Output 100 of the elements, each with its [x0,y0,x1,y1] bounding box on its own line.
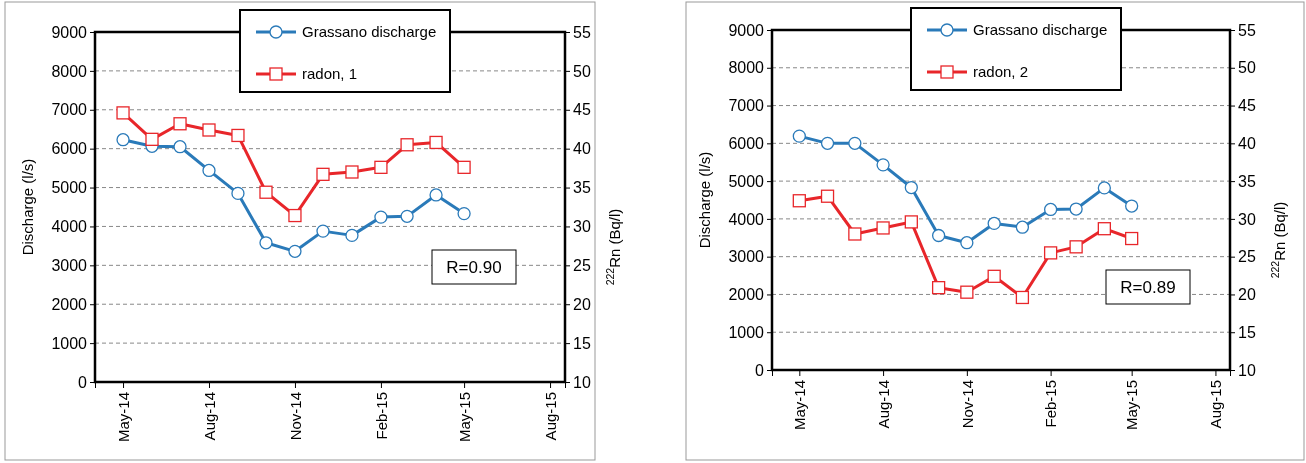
y2-tick-label: 55 [573,23,591,41]
y-tick-label: 9000 [728,21,765,39]
y-tick-label: 3000 [51,256,88,274]
y-tick-label: 6000 [51,140,88,158]
point [876,158,890,172]
point [429,188,443,202]
y2-tick-label: 20 [573,295,591,313]
legend-label: Grassano discharge [973,21,1108,39]
point [145,132,159,146]
x-tick-label: May-15 [455,392,473,443]
y-tick-label: 6000 [728,134,765,152]
point [202,123,216,137]
point [1069,202,1083,216]
point [1097,181,1111,195]
y-tick-label: 9000 [51,23,88,41]
y-tick-label: 5000 [728,172,765,190]
point [316,167,330,181]
point [116,106,130,120]
point [820,189,835,203]
point [345,165,359,179]
y-tick-label: 2000 [51,295,88,313]
point [960,236,974,250]
point [231,128,245,143]
y2-tick-label: 10 [1238,361,1256,379]
point [173,140,187,154]
x-tick-label: Nov-14 [958,380,976,429]
point [288,244,302,258]
point [848,227,862,241]
y-tick-label: 2000 [728,286,765,304]
y-tick-label: 4000 [51,218,88,236]
y-tick-label: 8000 [51,62,88,80]
point [792,129,806,143]
legend-label: radon, 2 [973,63,1029,81]
y2-tick-label: 45 [1238,97,1256,115]
point [1015,220,1030,234]
y-tick-label: 8000 [728,59,765,77]
point [1015,290,1030,305]
point [987,216,1001,231]
y-tick-label: 4000 [728,210,765,228]
y2-tick-label: 35 [1238,172,1256,190]
point [792,194,806,208]
y-tick-label: 0 [755,361,765,379]
point [1043,202,1058,217]
x-tick-label: Aug-15 [1207,380,1225,429]
y2-tick-label: 20 [1238,286,1256,304]
point [931,228,946,243]
y2-tick-label: 35 [573,179,591,197]
point [173,117,187,131]
x-tick-label: Feb-15 [372,392,390,440]
y-tick-label: 3000 [728,248,765,266]
y2-tick-label: 15 [573,334,591,352]
annotation: R=0.90 [446,257,502,277]
y2-tick-label: 45 [573,101,591,119]
y2-tick-label: 10 [573,373,591,391]
y-axis-title: Discharge (l/s) [696,151,713,249]
point [904,215,918,229]
y-tick-label: 5000 [51,179,88,197]
point [1069,240,1083,254]
y-tick-label: 0 [78,373,88,391]
x-tick-label: Aug-14 [874,380,892,429]
point [904,180,918,195]
point [231,186,245,201]
point [820,136,835,150]
annotation: R=0.89 [1120,277,1176,297]
x-tick-label: May-15 [1123,380,1141,431]
legend-label: radon, 1 [302,65,358,83]
point [345,228,359,243]
point [400,209,414,223]
y2-tick-label: 50 [573,62,591,80]
y2-tick-label: 30 [1238,210,1256,228]
point [1097,222,1111,236]
y-tick-label: 1000 [51,334,88,352]
point [876,221,890,235]
y2-tick-label: 25 [573,256,591,274]
point [259,236,273,250]
y-tick-label: 7000 [51,101,88,119]
x-tick-label: Feb-15 [1042,380,1060,428]
point [202,163,216,178]
point [1125,231,1139,246]
point [374,160,388,174]
x-tick-label: May-14 [114,392,132,443]
x-tick-label: Nov-14 [286,392,304,441]
x-tick-label: Aug-14 [200,392,218,441]
legend-label: Grassano discharge [302,23,437,41]
point [457,160,471,174]
x-tick-label: Aug-15 [541,392,559,441]
y2-tick-label: 55 [1238,21,1256,39]
point [931,280,946,295]
y2-tick-label: 40 [1238,134,1256,152]
y2-tick-label: 30 [573,218,591,236]
point [457,206,471,221]
x-tick-label: May-14 [791,380,809,431]
point [960,285,974,299]
y-axis-title: Discharge (l/s) [19,158,36,256]
y-tick-label: 1000 [728,323,765,341]
point [987,269,1001,283]
point [400,138,414,152]
point [259,185,273,199]
point [288,208,302,223]
point [316,224,330,238]
